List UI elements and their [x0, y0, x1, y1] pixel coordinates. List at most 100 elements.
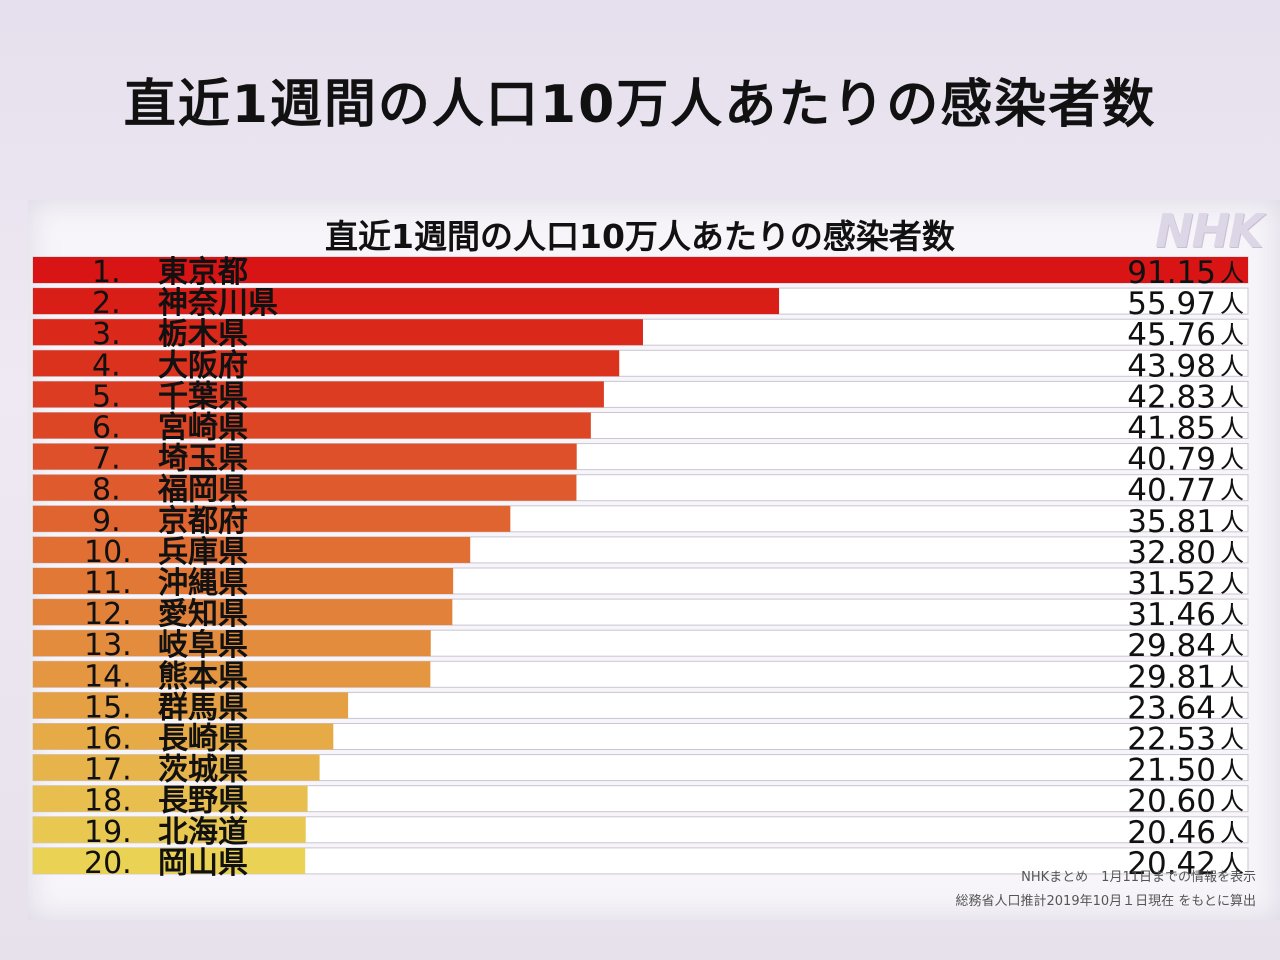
rank-label: 14.	[84, 659, 132, 694]
prefecture-label: 長崎県	[158, 722, 248, 757]
unit-label: 人	[1220, 415, 1244, 443]
bar	[33, 661, 431, 688]
unit-label: 人	[1220, 321, 1244, 349]
prefecture-label: 茨城県	[158, 753, 248, 788]
prefecture-label: 愛知県	[158, 597, 248, 632]
rank-label: 6.	[92, 411, 121, 446]
rank-label: 18.	[84, 784, 132, 819]
bar	[33, 568, 454, 594]
bar	[33, 412, 591, 439]
rank-label: 9.	[92, 504, 121, 539]
rank-label: 12.	[84, 597, 132, 632]
bar	[33, 599, 453, 626]
unit-label: 人	[1220, 570, 1244, 598]
prefecture-label: 京都府	[158, 504, 248, 539]
bar	[33, 785, 308, 812]
prefecture-label: 大阪府	[158, 348, 248, 383]
unit-label: 人	[1220, 601, 1244, 629]
value-label: 41.85	[1127, 411, 1216, 447]
prefecture-label: 東京都	[158, 255, 248, 290]
unit-label: 人	[1220, 850, 1244, 878]
nhk-logo-watermark: NHK	[1155, 204, 1264, 258]
bar	[33, 474, 577, 501]
value-label: 40.79	[1127, 442, 1216, 478]
unit-label: 人	[1220, 726, 1244, 754]
value-label: 55.97	[1127, 286, 1216, 322]
rank-label: 15.	[84, 690, 132, 725]
prefecture-label: 福岡県	[157, 473, 248, 508]
unit-label: 人	[1220, 788, 1244, 816]
bar	[33, 443, 577, 470]
rank-label: 17.	[84, 753, 132, 788]
value-label: 31.52	[1127, 566, 1216, 602]
bar	[33, 350, 620, 377]
rank-label: 2.	[92, 286, 121, 321]
rank-label: 7.	[92, 442, 121, 477]
value-label: 20.42	[1127, 846, 1216, 882]
bar	[33, 536, 471, 563]
bar	[33, 816, 306, 843]
prefecture-label: 栃木県	[158, 317, 248, 352]
unit-label: 人	[1220, 819, 1244, 847]
rank-label: 16.	[84, 722, 132, 757]
bar	[33, 288, 780, 315]
prefecture-label: 熊本県	[158, 659, 248, 694]
chart-title: 直近1週間の人口10万人あたりの感染者数	[325, 217, 955, 256]
unit-label: 人	[1220, 477, 1244, 505]
prefecture-label: 北海道	[158, 815, 248, 850]
prefecture-label: 宮崎県	[158, 411, 248, 446]
unit-label: 人	[1220, 383, 1244, 411]
prefecture-label: 埼玉県	[158, 442, 248, 477]
value-label: 35.81	[1127, 504, 1216, 540]
value-label: 45.76	[1127, 317, 1216, 353]
page-title: 直近1週間の人口10万人あたりの感染者数	[123, 75, 1157, 135]
source-note-1: NHKまとめ 1月11日までの情報を表示	[1021, 870, 1256, 885]
value-label: 29.84	[1127, 628, 1216, 664]
prefecture-label: 千葉県	[158, 379, 248, 414]
prefecture-label: 兵庫県	[158, 535, 248, 570]
rank-label: 19.	[84, 815, 132, 850]
unit-label: 人	[1220, 539, 1244, 567]
source-note-2: 総務省人口推計2019年10月１日現在 をもとに算出	[955, 894, 1257, 909]
unit-label: 人	[1220, 352, 1244, 380]
prefecture-label: 沖縄県	[158, 566, 248, 601]
chart-rows: 1. 東京都 91.15 人2. 神奈川県 55.97 人3. 栃木県 45.76 人4. 大阪府 4…	[32, 255, 1249, 882]
unit-label: 人	[1220, 259, 1244, 287]
value-label: 21.50	[1127, 753, 1216, 789]
value-label: 32.80	[1127, 535, 1216, 571]
prefecture-label: 岐阜県	[158, 628, 248, 663]
value-label: 20.46	[1127, 815, 1216, 851]
rank-label: 8.	[92, 473, 121, 508]
bar	[33, 319, 643, 346]
value-label: 20.60	[1127, 784, 1216, 820]
value-label: 31.46	[1127, 597, 1216, 633]
rank-label: 13.	[84, 628, 132, 663]
bar	[33, 630, 431, 657]
unit-label: 人	[1220, 446, 1244, 474]
unit-label: 人	[1220, 508, 1244, 536]
rank-label: 1.	[92, 255, 121, 290]
unit-label: 人	[1220, 632, 1244, 660]
unit-label: 人	[1220, 757, 1244, 785]
bar	[33, 754, 320, 781]
rank-label: 5.	[92, 379, 121, 414]
prefecture-label: 群馬県	[158, 690, 248, 725]
bar	[33, 505, 511, 532]
value-label: 22.53	[1127, 722, 1216, 758]
rank-label: 3.	[92, 317, 121, 352]
rank-label: 4.	[92, 348, 121, 383]
rank-label: 20.	[84, 846, 132, 881]
bar	[33, 381, 604, 408]
unit-label: 人	[1220, 694, 1244, 722]
value-label: 91.15	[1127, 255, 1216, 291]
bar	[33, 723, 334, 750]
bar	[33, 257, 1248, 283]
prefecture-label: 岡山県	[158, 846, 248, 881]
prefecture-label: 長野県	[158, 784, 248, 819]
value-label: 42.83	[1127, 379, 1216, 415]
rank-label: 10.	[84, 535, 132, 570]
rank-label: 11.	[84, 566, 132, 601]
unit-label: 人	[1220, 290, 1244, 318]
prefecture-label: 神奈川県	[158, 286, 278, 321]
